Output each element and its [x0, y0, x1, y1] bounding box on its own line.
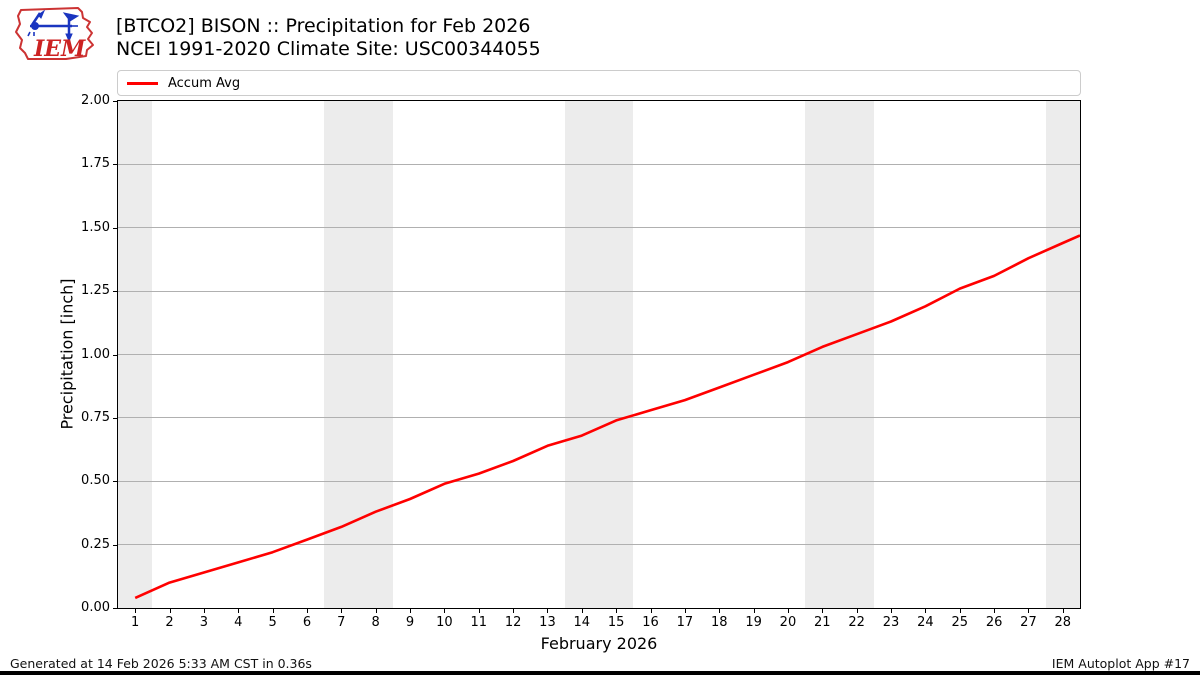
- x-tick-mark: [238, 609, 240, 613]
- chart-title-line1: [BTCO2] BISON :: Precipitation for Feb 2…: [116, 15, 531, 37]
- y-tick-label: 1.75: [81, 156, 110, 172]
- y-tick-mark: [113, 354, 117, 356]
- y-tick-label: 0.50: [81, 473, 110, 489]
- x-tick-mark: [169, 609, 171, 613]
- x-tick-mark: [272, 609, 274, 613]
- x-tick-label: 19: [745, 615, 762, 630]
- x-tick-label: 12: [504, 615, 522, 630]
- x-tick-mark: [1062, 609, 1064, 613]
- y-tick-mark: [113, 417, 117, 419]
- generated-timestamp: Generated at 14 Feb 2026 5:33 AM CST in …: [10, 656, 312, 671]
- x-tick-mark: [994, 609, 996, 613]
- legend-label: Accum Avg: [168, 75, 241, 91]
- y-tick-mark: [113, 164, 117, 166]
- y-tick-label: 1.25: [81, 283, 110, 299]
- x-tick-label: 24: [917, 615, 934, 630]
- x-tick-mark: [650, 609, 652, 613]
- x-tick-label: 27: [1020, 615, 1037, 630]
- x-tick-label: 2: [165, 615, 174, 630]
- x-tick-label: 5: [268, 615, 277, 630]
- x-tick-mark: [306, 609, 308, 613]
- x-tick-label: 1: [131, 615, 140, 630]
- x-tick-mark: [375, 609, 377, 613]
- x-tick-mark: [959, 609, 961, 613]
- gridline: [118, 480, 1080, 482]
- x-tick-label: 3: [199, 615, 209, 630]
- x-tick-label: 11: [470, 615, 488, 630]
- x-tick-label: 6: [302, 615, 312, 630]
- x-tick-label: 18: [710, 615, 728, 630]
- x-tick-mark: [891, 609, 893, 613]
- gridline: [118, 290, 1080, 292]
- x-tick-mark: [135, 609, 137, 613]
- x-tick-mark: [1028, 609, 1030, 613]
- x-tick-mark: [822, 609, 824, 613]
- iem-logo: IEM: [15, 7, 94, 62]
- x-tick-mark: [925, 609, 927, 613]
- gridline: [118, 417, 1080, 419]
- x-tick-mark: [753, 609, 755, 613]
- y-tick-label: 2.00: [81, 93, 110, 108]
- x-tick-mark: [513, 609, 515, 613]
- x-tick-label: 28: [1054, 615, 1072, 630]
- x-tick-label: 15: [607, 615, 625, 630]
- x-tick-mark: [616, 609, 618, 613]
- app-credit: IEM Autoplot App #17: [1051, 656, 1190, 671]
- x-tick-mark: [341, 609, 343, 613]
- y-tick-mark: [113, 227, 117, 229]
- legend-line-swatch: [127, 81, 158, 85]
- x-tick-label: 22: [848, 615, 865, 630]
- x-tick-mark: [410, 609, 412, 613]
- y-axis-label: Precipitation [inch]: [57, 278, 77, 430]
- x-tick-label: 20: [779, 615, 797, 630]
- x-tick-label: 26: [985, 615, 1003, 630]
- gridline: [118, 544, 1080, 546]
- x-tick-mark: [787, 609, 789, 613]
- gridline: [118, 354, 1080, 355]
- x-tick-mark: [444, 609, 446, 613]
- iem-logo-text: IEM: [33, 36, 86, 62]
- x-tick-mark: [581, 609, 583, 613]
- x-tick-mark: [684, 609, 686, 613]
- x-tick-label: 25: [951, 615, 969, 630]
- x-tick-label: 9: [405, 615, 415, 630]
- x-tick-label: 16: [642, 615, 659, 630]
- y-tick-mark: [113, 608, 117, 609]
- x-tick-mark: [478, 609, 480, 613]
- x-tick-label: 10: [436, 615, 453, 630]
- x-tick-mark: [203, 609, 205, 613]
- y-tick-mark: [113, 291, 117, 293]
- legend: Accum Avg: [117, 70, 1081, 96]
- y-tick-mark: [113, 101, 117, 102]
- x-tick-mark: [547, 609, 549, 613]
- gridline: [118, 227, 1080, 229]
- x-tick-label: 8: [371, 615, 380, 630]
- x-tick-mark: [856, 609, 858, 613]
- x-axis-label: February 2026: [540, 634, 658, 653]
- plot-clip: [118, 101, 1080, 608]
- x-tick-label: 23: [882, 615, 900, 630]
- y-tick-label: 0.25: [81, 536, 110, 552]
- x-tick-label: 13: [539, 615, 556, 630]
- chart-title-line2: NCEI 1991-2020 Climate Site: USC00344055: [116, 38, 541, 60]
- y-tick-mark: [113, 481, 117, 483]
- x-tick-label: 4: [234, 615, 243, 630]
- y-tick-label: 0.75: [81, 409, 110, 425]
- y-tick-mark: [113, 544, 117, 546]
- y-tick-label: 0.00: [81, 600, 110, 615]
- x-tick-mark: [719, 609, 721, 613]
- chart-title: [BTCO2] BISON :: Precipitation for Feb 2…: [116, 15, 541, 61]
- y-tick-label: 1.00: [81, 346, 110, 362]
- weather-vane-icon: [27, 9, 80, 43]
- x-tick-label: 21: [814, 615, 831, 630]
- bottom-black-bar: [0, 671, 1200, 675]
- y-tick-label: 1.50: [81, 219, 110, 235]
- x-tick-label: 7: [337, 615, 346, 630]
- plot-area: 0.00 0.25 0.50 0.75 1.00 1.25 1.50 1.75 2.00 1 2 3 4…: [81, 94, 1081, 630]
- x-tick-label: 14: [573, 615, 591, 630]
- gridline: [118, 163, 1080, 165]
- accum-avg-line: [134, 234, 1080, 600]
- x-tick-label: 17: [676, 615, 694, 630]
